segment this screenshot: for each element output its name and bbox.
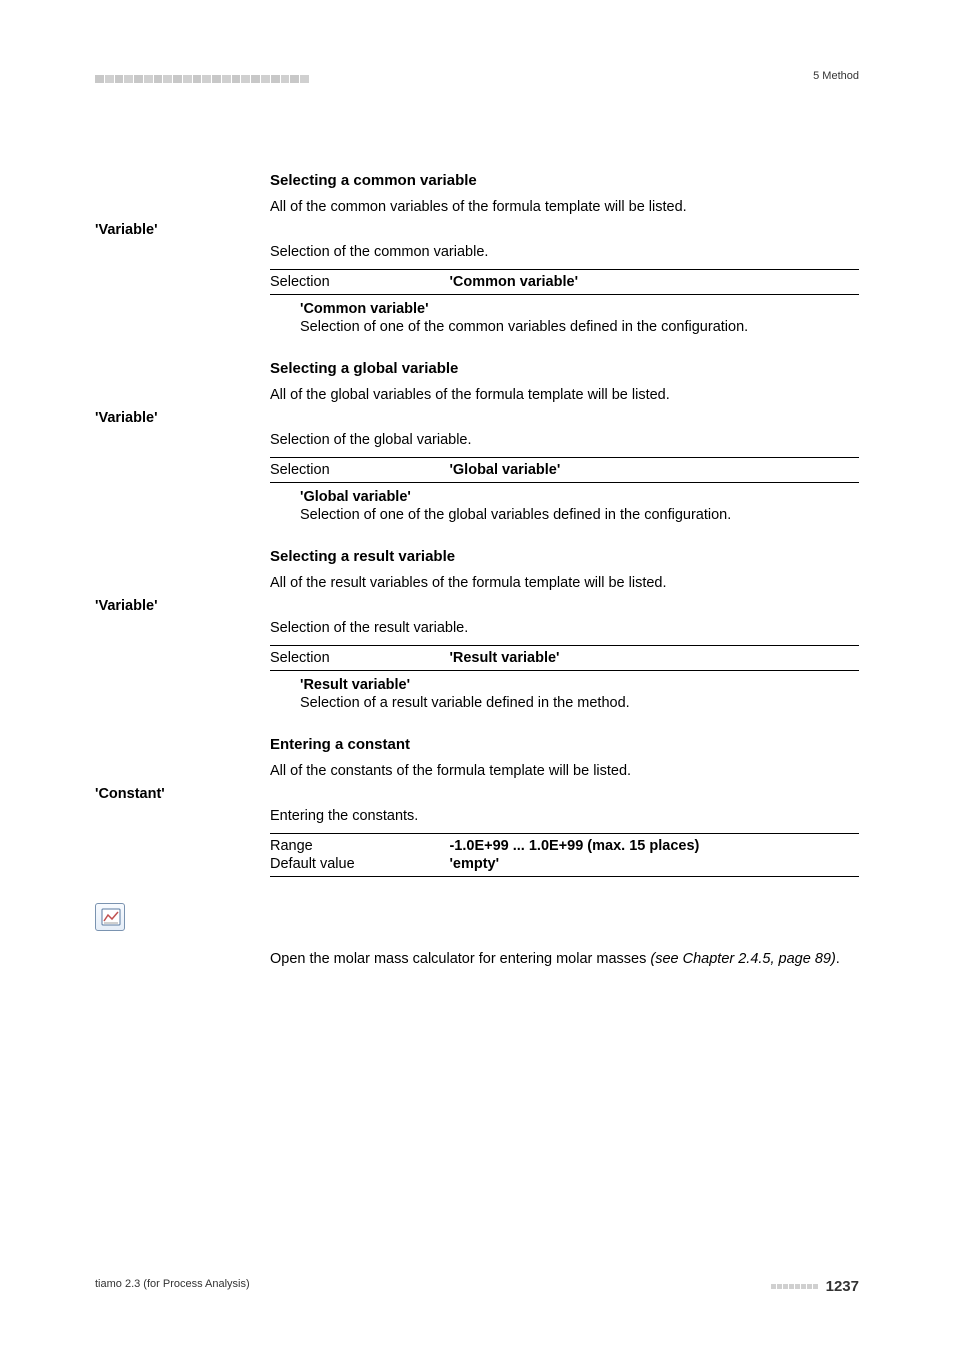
sec4-default-row: Default value 'empty' [270, 855, 859, 877]
sec3-sub-text: Selection of a result variable defined i… [300, 693, 859, 714]
footer-left: tiamo 2.3 (for Process Analysis) [95, 1278, 250, 1290]
footer: tiamo 2.3 (for Process Analysis) 1237 [95, 1278, 859, 1295]
sec3-desc: Selection of the result variable. [270, 618, 859, 639]
sec4-label: 'Constant' [95, 786, 265, 802]
sec1-sub-head: 'Common variable' [300, 301, 859, 317]
sec2-intro: All of the global variables of the formu… [270, 385, 859, 406]
sec4-default-label: Default value [270, 856, 445, 872]
sec4-range-row: Range -1.0E+99 ... 1.0E+99 (max. 15 plac… [270, 833, 859, 855]
sec2-sub-head: 'Global variable' [300, 489, 859, 505]
sec1-desc: Selection of the common variable. [270, 242, 859, 263]
calc-note-c: . [836, 951, 840, 967]
sec4-intro: All of the constants of the formula temp… [270, 761, 859, 782]
sec4-desc: Entering the constants. [270, 806, 859, 827]
sec2-sub-text: Selection of one of the global variables… [300, 505, 859, 526]
sec2-sel-label: Selection [270, 462, 445, 478]
sec3-title: Selecting a result variable [270, 548, 859, 565]
sec1-sub-text: Selection of one of the common variables… [300, 317, 859, 338]
sec1-label: 'Variable' [95, 222, 265, 238]
sec2-label: 'Variable' [95, 410, 265, 426]
sec3-intro: All of the result variables of the formu… [270, 573, 859, 594]
sec1-title: Selecting a common variable [270, 172, 859, 189]
footer-dots [771, 1280, 819, 1292]
header-section: 5 Method [813, 70, 859, 82]
calc-note-b: (see Chapter 2.4.5, page 89) [650, 951, 835, 967]
sec2-selection-row: Selection 'Global variable' [270, 457, 859, 483]
sec1-intro: All of the common variables of the formu… [270, 197, 859, 218]
sec3-sel-label: Selection [270, 650, 445, 666]
sec3-selection-row: Selection 'Result variable' [270, 645, 859, 671]
sec2-sel-val: 'Global variable' [449, 462, 560, 478]
calc-note-a: Open the molar mass calculator for enter… [270, 951, 650, 967]
sec1-sel-label: Selection [270, 274, 445, 290]
sec1-selection-row: Selection 'Common variable' [270, 269, 859, 295]
molar-mass-calculator-icon[interactable] [95, 903, 125, 931]
sec1-sel-val: 'Common variable' [449, 274, 578, 290]
page-content: Selecting a common variable All of the c… [95, 150, 859, 974]
sec4-range-label: Range [270, 838, 445, 854]
sec3-label: 'Variable' [95, 598, 265, 614]
sec2-desc: Selection of the global variable. [270, 430, 859, 451]
sec4-title: Entering a constant [270, 736, 859, 753]
sec3-sel-val: 'Result variable' [449, 650, 559, 666]
footer-page: 1237 [826, 1278, 859, 1295]
sec3-sub-head: 'Result variable' [300, 677, 859, 693]
sec4-default-val: 'empty' [449, 856, 499, 872]
calc-note: Open the molar mass calculator for enter… [270, 949, 859, 970]
sec4-range-val: -1.0E+99 ... 1.0E+99 (max. 15 places) [449, 838, 699, 854]
header-stripes [95, 75, 310, 83]
sec2-title: Selecting a global variable [270, 360, 859, 377]
